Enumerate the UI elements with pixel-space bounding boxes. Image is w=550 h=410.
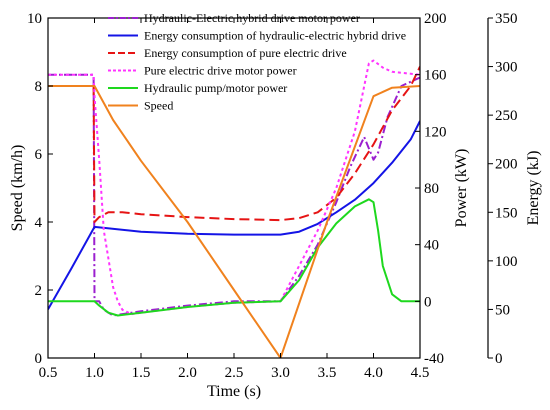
energy-tick-label: 100 [495,254,518,270]
axes-layer: 0.5 1.0 1.5 2.0 2.5 3.0 3.5 4.0 4.5 Time (s) 0 2 4 6 8… [9,11,542,400]
power-tick-label: 80 [424,181,439,197]
legend-label-6: Speed [144,99,173,113]
series-line-1 [48,73,420,317]
energy-tick-label: 150 [495,205,518,221]
legend-label-2: Energy consumption of hydraulic-electric… [144,29,406,43]
x-axis-label: Time (s) [207,383,261,400]
energy-tick-label: 250 [495,108,518,124]
speed-tick-label: 10 [27,11,42,27]
x-tick-label: 4.0 [364,365,383,381]
speed-axis-label: Speed (km/h) [9,145,26,232]
speed-tick-label: 6 [35,147,43,163]
series-layer [48,59,420,358]
speed-tick-label: 0 [35,351,43,367]
x-tick-label: 0.5 [39,365,58,381]
series-line-3 [48,66,420,223]
energy-tick-label: 200 [495,157,518,173]
speed-tick-label: 8 [35,79,43,95]
x-tick-label: 3.5 [318,365,337,381]
legend-label-3: Energy consumption of pure electric driv… [144,46,347,60]
series-line-5 [48,198,420,317]
energy-axis-label: Energy (kJ) [525,151,542,226]
series-line-2 [48,120,420,310]
x-tick-label: 4.5 [411,365,430,381]
power-tick-label: 40 [424,238,439,254]
legend-label-5: Hydraulic pump/motor power [144,81,287,95]
energy-tick-label: 50 [495,302,510,318]
power-axis-label: Power (kW) [453,149,470,228]
power-tick-label: 200 [424,11,447,27]
legend-label-4: Pure electric drive motor power [144,64,297,78]
speed-tick-label: 4 [35,215,43,231]
series-line-6 [48,85,420,358]
power-tick-label: 0 [424,294,432,310]
power-tick-label: 120 [424,124,447,140]
speed-tick-label: 2 [35,283,43,299]
x-tick-label: 1.0 [85,365,104,381]
legend: Hydraulic-Electric hybrid drive motor po… [108,11,406,113]
legend-label-1: Hydraulic-Electric hybrid drive motor po… [144,11,360,25]
energy-tick-label: 0 [495,351,503,367]
energy-tick-label: 300 [495,60,518,76]
x-tick-label: 3.0 [271,365,290,381]
series-line-4 [48,59,420,316]
x-tick-label: 2.0 [178,365,197,381]
power-tick-label: 160 [424,68,447,84]
power-tick-label: -40 [424,351,444,367]
x-tick-label: 1.5 [132,365,151,381]
energy-tick-label: 350 [495,11,518,27]
x-tick-label: 2.5 [225,365,244,381]
